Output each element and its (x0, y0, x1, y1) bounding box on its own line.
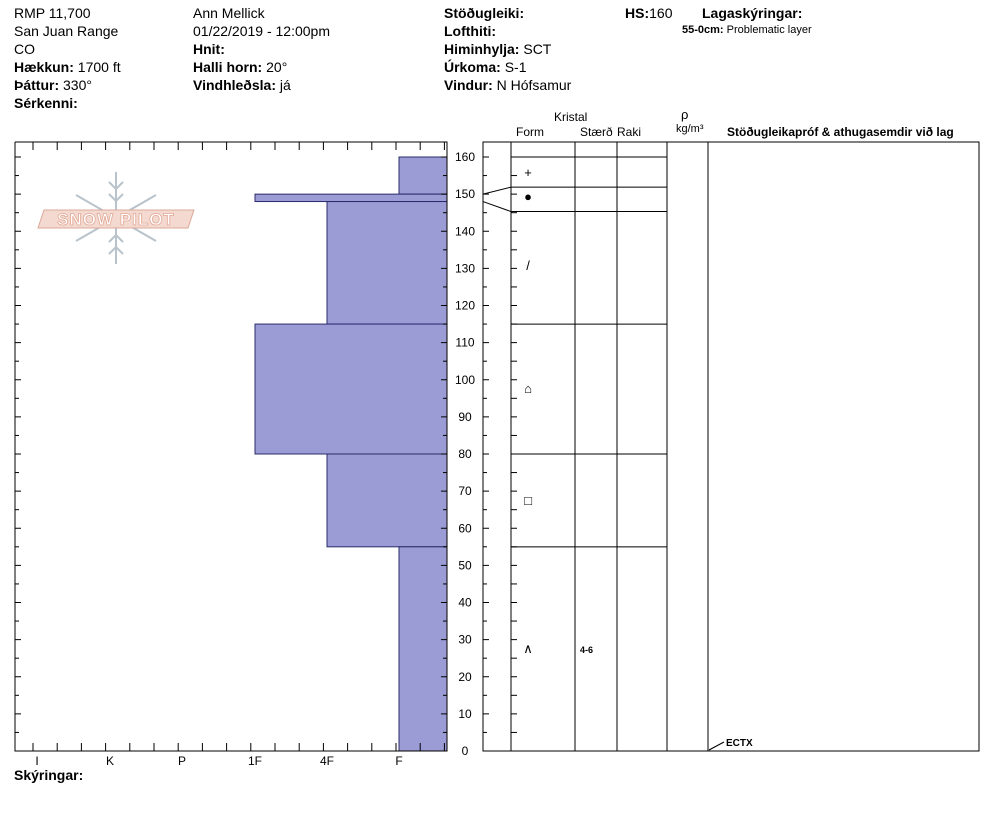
depth-tick-label-20: 20 (458, 670, 472, 684)
datetime: 01/22/2019 - 12:00pm (193, 23, 330, 39)
stability-test-label: ECTX (726, 738, 753, 749)
logo-text: SNOW PILOT (57, 210, 175, 229)
sky-value: SCT (523, 41, 552, 57)
crystal-header: Kristal (554, 110, 588, 124)
aspect-label: Þáttur: (14, 77, 60, 93)
depth-tick-label-110: 110 (455, 336, 474, 350)
snow-pilot-logo: SNOW PILOT (37, 172, 195, 264)
mountain-range: San Juan Range (14, 23, 119, 39)
grain-form-symbol-5: ∧ (523, 641, 533, 656)
hs-value: 160 (649, 5, 673, 21)
hardness-tick-label-F: F (395, 754, 402, 768)
hardness-tick-label-I: I (35, 754, 38, 768)
hardness-bar-1 (254, 193, 448, 203)
depth-tick-label-100: 100 (455, 373, 475, 387)
depth-tick-label-120: 120 (455, 299, 475, 313)
depth-tick-label-30: 30 (458, 633, 472, 647)
hardness-bar-4 (326, 453, 448, 548)
wind-label: Vindur: (444, 77, 493, 93)
depth-tick-label-50: 50 (458, 558, 472, 572)
precip-value: S-1 (504, 59, 527, 75)
features-label: Sérkenni: (14, 95, 78, 111)
slope-value: 20° (266, 59, 288, 75)
wind-loading-value: já (279, 77, 291, 93)
depth-tick-label-70: 70 (458, 484, 472, 498)
depth-tick-label-90: 90 (458, 410, 472, 424)
layer-table-frame (482, 141, 980, 752)
wind-loading: Vindhleðsla: já (193, 76, 291, 94)
hardness-bar-5 (398, 546, 448, 752)
hardness-tick-label-K: K (106, 754, 114, 768)
layer-note-text: Problematic layer (726, 24, 812, 36)
observer: Ann Mellick (193, 5, 265, 21)
depth-tick-label-10: 10 (458, 707, 472, 721)
location-code: RMP 11,700 (14, 5, 91, 21)
form-header: Form (516, 125, 544, 139)
precip: Úrkoma: S-1 (444, 58, 526, 76)
depth-tick-label-160: 160 (455, 150, 475, 164)
tests-header: Stöðugleikapróf & athugasemdir við lag (727, 125, 954, 139)
elevation: Hækkun: 1700 ft (14, 58, 121, 76)
grain-form-symbol-2: / (526, 258, 530, 273)
depth-tick-label-60: 60 (458, 521, 472, 535)
grain-form-symbol-1: ● (524, 189, 532, 204)
depth-tick-label-40: 40 (458, 596, 472, 610)
hardness-bar-2 (326, 201, 448, 325)
slope-label: Halli horn: (193, 59, 263, 75)
layer-note-depth: 55-0cm: (682, 24, 724, 36)
depth-tick-label-80: 80 (458, 447, 472, 461)
depth-tick-label-130: 130 (455, 261, 475, 275)
aspect: Þáttur: 330° (14, 76, 92, 94)
precip-label: Úrkoma: (444, 59, 501, 75)
depth-tick-label-0: 0 (462, 744, 469, 758)
aspect-value: 330° (63, 77, 92, 93)
hardness-tick-label-1F: 1F (248, 754, 262, 768)
wind: Vindur: N Hófsamur (444, 76, 571, 94)
density-unit-header: kg/m³ (676, 123, 704, 135)
depth-tick-label-140: 140 (455, 224, 475, 238)
grain-form-symbol-0: + (524, 165, 532, 180)
state: CO (14, 41, 35, 57)
logo-banner (37, 209, 195, 229)
layer-notes-label: Lagaskýringar: (702, 5, 803, 21)
slope: Halli horn: 20° (193, 58, 287, 76)
elevation-value: 1700 ft (77, 59, 121, 75)
size-header: Stærð (580, 125, 613, 139)
hs-label: HS: (625, 5, 650, 21)
snow-height: HS:160 (625, 4, 672, 22)
hardness-bar-0 (398, 156, 448, 195)
stability-label: Stöðugleiki: (444, 5, 525, 21)
depth-tick-label-150: 150 (455, 187, 475, 201)
layer-connector-150 (482, 186, 512, 195)
comments-label: Skýringar: (14, 767, 84, 783)
moisture-header: Raki (617, 125, 642, 139)
hardness-tick-label-P: P (178, 754, 186, 768)
elevation-label: Hækkun: (14, 59, 74, 75)
hardness-bar-3 (254, 323, 448, 455)
sky: Himinhylja: SCT (444, 40, 551, 58)
grain-form-symbol-4: □ (524, 493, 532, 508)
air-temp-label: Lofthiti: (444, 23, 497, 39)
grain-size-5: 4-6 (580, 645, 593, 655)
hardness-tick-label-4F: 4F (320, 754, 334, 768)
coords-label: Hnit: (193, 41, 225, 57)
grain-form-symbol-3: ⌂ (524, 381, 532, 396)
test-pointer (708, 741, 725, 751)
wind-loading-label: Vindhleðsla: (193, 77, 276, 93)
sky-label: Himinhylja: (444, 41, 520, 57)
wind-value: N Hófsamur (496, 77, 572, 93)
layer-connector-148 (482, 201, 512, 213)
rho-header: ρ (681, 107, 689, 122)
layer-note: 55-0cm: Problematic layer (682, 24, 812, 36)
